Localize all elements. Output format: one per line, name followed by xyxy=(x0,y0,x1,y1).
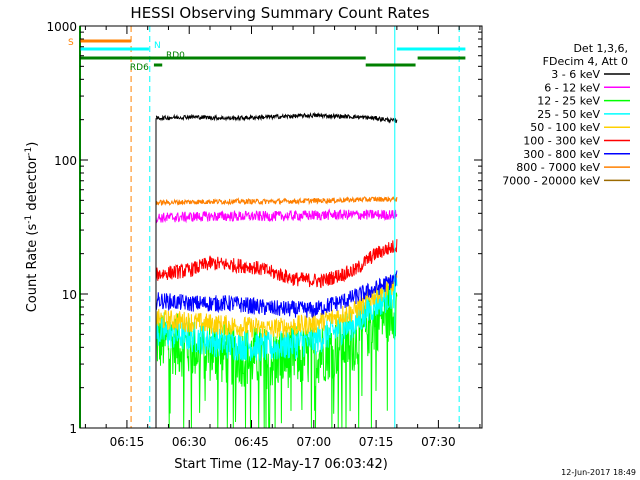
y-tick-label: 100 xyxy=(54,154,77,168)
y-axis: 1 10 100 1000 xyxy=(46,20,482,436)
series-line xyxy=(155,239,398,289)
flag-label: S xyxy=(68,38,74,48)
x-tick-label: 07:30 xyxy=(421,435,456,449)
vertical-lines xyxy=(130,26,460,428)
series-line xyxy=(155,285,398,429)
series-line xyxy=(155,270,398,319)
legend-label: 7000 - 20000 keV xyxy=(502,174,600,187)
y-label-main: Count Rate (s xyxy=(25,224,40,313)
legend-label: 25 - 50 keV xyxy=(537,108,600,121)
series-line xyxy=(155,208,398,224)
flag-bars: S N RD0 RD6 xyxy=(68,38,466,73)
y-label-end: ) xyxy=(25,142,40,147)
chart-title: HESSI Observing Summary Count Rates xyxy=(130,4,429,22)
legend-label: 6 - 12 keV xyxy=(544,81,600,94)
footer-timestamp: 12-Jun-2017 18:49 xyxy=(561,468,636,477)
x-tick-label: 06:45 xyxy=(234,435,269,449)
x-tick-label: 07:15 xyxy=(359,435,394,449)
legend-label: 3 - 6 keV xyxy=(551,68,600,81)
flag-label: RD0 xyxy=(166,51,185,61)
legend-header-line2: FDecim 4, Att 0 xyxy=(543,55,628,68)
x-axis-label: Start Time (12-May-17 06:03:42) xyxy=(174,457,388,472)
series-line xyxy=(155,195,398,206)
y-tick-label: 1000 xyxy=(46,20,77,34)
y-tick-label: 1 xyxy=(69,422,77,436)
legend-label: 50 - 100 keV xyxy=(530,121,600,134)
flag-label: N xyxy=(154,41,161,51)
x-tick-label: 07:00 xyxy=(297,435,332,449)
series-line xyxy=(155,111,398,124)
x-tick-label: 06:30 xyxy=(172,435,207,449)
y-label-sup2: -1 xyxy=(24,147,34,156)
series-line xyxy=(155,273,398,339)
x-axis: 06:15 06:30 06:45 07:00 07:15 07:30 xyxy=(84,26,481,449)
y-tick-label: 10 xyxy=(62,288,77,302)
series-layer xyxy=(79,26,398,429)
y-label-mid: detector xyxy=(25,155,40,215)
y-axis-label: Count Rate (s-1 detector-1) xyxy=(24,142,40,313)
legend-label: 100 - 300 keV xyxy=(523,135,600,148)
legend-label: 12 - 25 keV xyxy=(537,95,600,108)
legend-header-line1: Det 1,3,6, xyxy=(573,42,628,55)
plot-frame xyxy=(79,25,483,429)
plot-area: S N RD0 RD6 xyxy=(68,25,483,429)
legend-label: 800 - 7000 keV xyxy=(516,161,600,174)
y-label-sup1: -1 xyxy=(24,215,34,224)
legend-label: 300 - 800 keV xyxy=(523,148,600,161)
x-tick-label: 06:15 xyxy=(110,435,145,449)
flag-label: RD6 xyxy=(130,63,149,73)
